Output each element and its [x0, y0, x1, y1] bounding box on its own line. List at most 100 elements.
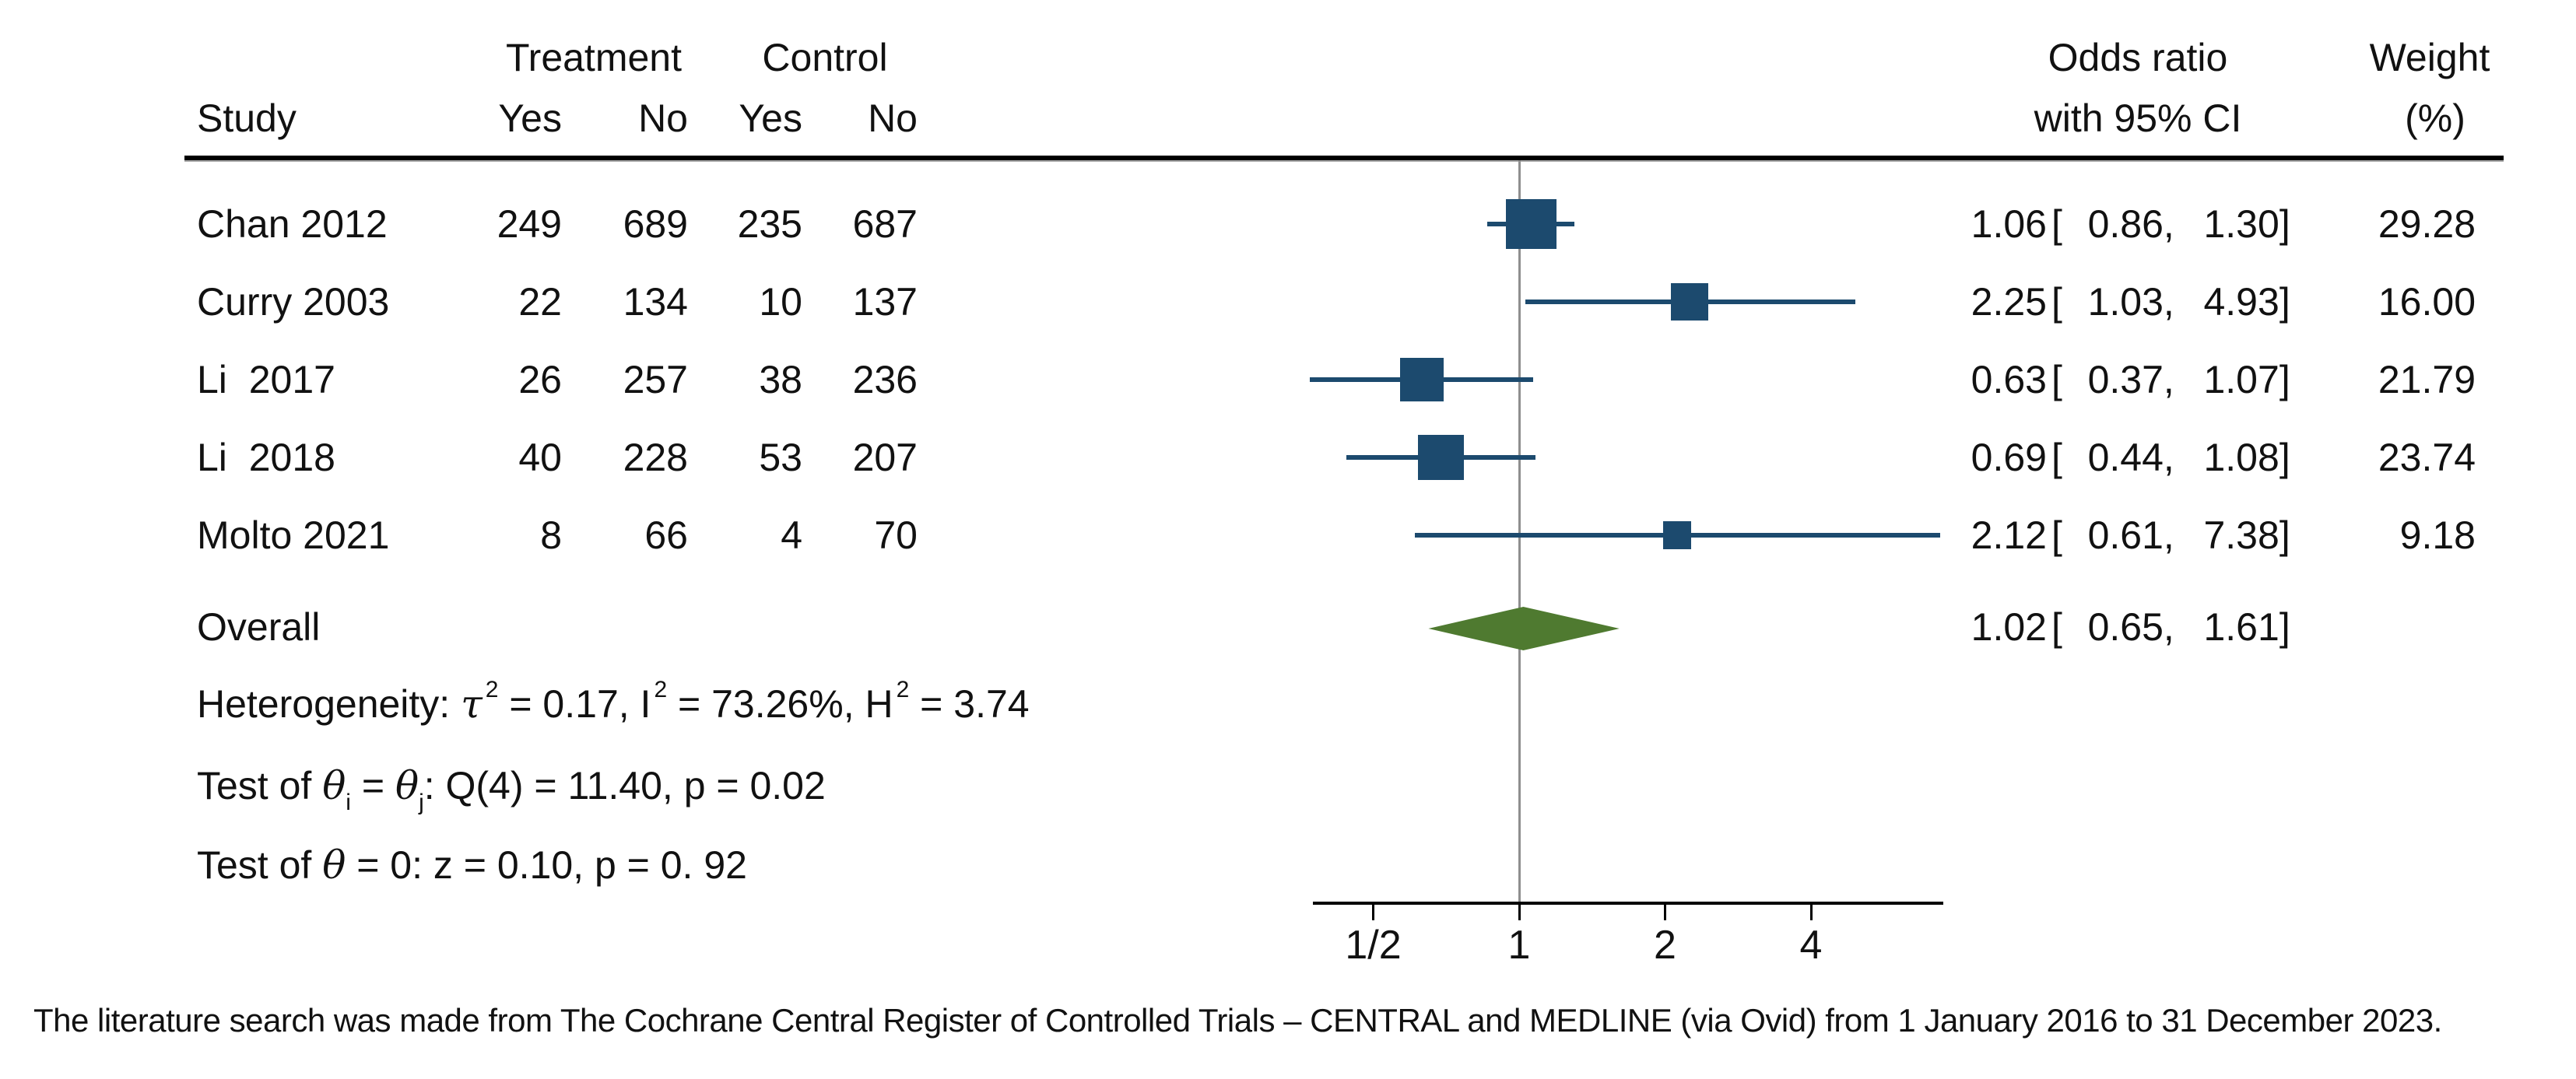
bracket-close: ] [2279, 436, 2290, 479]
odds-ratio-ci-text: 2.12[0.61, 7.38] [1969, 496, 2335, 574]
column-header-treatment: Treatment [505, 36, 682, 79]
control-no-count: 137 [852, 280, 918, 324]
ci-low: 0.86 [2087, 202, 2164, 246]
column-header-odds-ratio: Odds ratio [2048, 36, 2228, 79]
bracket-close: ] [2279, 202, 2290, 246]
ci-high: 1.08 [2203, 436, 2279, 479]
control-yes-count: 53 [759, 436, 802, 479]
tau-symbol: τ [461, 681, 483, 727]
or-estimate: 2.25 [1971, 280, 2047, 324]
table-header-row-2: Study Yes No Yes No with 95% CI (%) [0, 87, 2576, 149]
or-estimate: 1.02 [1971, 605, 2047, 649]
odds-ratio-ci-text: 0.63[0.37, 1.07] [1969, 341, 2335, 419]
overall-odds-ratio-ci-text: 1.02[0.65, 1.61] [1969, 588, 2335, 666]
bracket-open: [ [2051, 358, 2062, 401]
superscript-2: 2 [485, 677, 499, 702]
ci-low: 0.61 [2087, 513, 2164, 557]
control-yes-count: 38 [759, 358, 802, 401]
weight-value: 23.74 [2378, 436, 2476, 479]
treatment-yes-count: 40 [518, 436, 562, 479]
table-header-row-1: Treatment Control Odds ratio Weight [0, 26, 2576, 89]
comma: , [2163, 605, 2174, 649]
test-between-line: Test of θi = θj: Q(4) = 11.40, p = 0.02 [197, 747, 826, 825]
study-name: Chan 2012 [197, 202, 388, 246]
treatment-yes-count: 249 [497, 202, 562, 246]
column-header-study: Study [197, 96, 297, 140]
bracket-open: [ [2051, 202, 2062, 246]
x-tick-label: 4 [1799, 923, 1823, 968]
or-estimate: 0.63 [1971, 358, 2047, 401]
control-yes-count: 10 [759, 280, 802, 324]
z-test-value: = 0: z = 0.10, p = 0. 92 [346, 843, 747, 887]
bracket-open: [ [2051, 436, 2062, 479]
bracket-close: ] [2279, 605, 2290, 649]
overall-label: Overall [197, 605, 321, 649]
treatment-no-count: 66 [644, 513, 688, 557]
or-estimate: 1.06 [1971, 202, 2047, 246]
ci-high: 7.38 [2203, 513, 2279, 557]
column-header-weight: Weight [2369, 36, 2490, 79]
q-test-value: : Q(4) = 11.40, p = 0.02 [423, 764, 826, 807]
bracket-open: [ [2051, 605, 2062, 649]
x-tick-label: 1 [1507, 923, 1531, 968]
table-row: Curry 2003 22 134 10 137 2.25[1.03, 4.93]… [0, 263, 2576, 341]
comma: , [2163, 436, 2174, 479]
column-header-control-no: No [868, 96, 918, 140]
equals: = [350, 764, 395, 807]
study-name: Molto 2021 [197, 513, 390, 557]
control-yes-count: 4 [781, 513, 802, 557]
effect-square [1400, 357, 1444, 401]
superscript-2: 2 [896, 677, 910, 702]
theta-symbol: θ [322, 763, 346, 808]
control-no-count: 70 [874, 513, 918, 557]
x-tick-label: 2 [1654, 923, 1676, 968]
ci-low: 0.44 [2087, 436, 2164, 479]
ci-low: 0.37 [2087, 358, 2164, 401]
column-header-ci: with 95% CI [2034, 96, 2242, 140]
test-overall-line: Test of θ = 0: z = 0.10, p = 0. 92 [197, 826, 747, 904]
subscript-i: i [346, 790, 351, 815]
odds-ratio-ci-text: 2.25[1.03, 4.93] [1969, 263, 2335, 341]
i2-value: = 73.26%, H [667, 682, 893, 726]
comma: , [2163, 513, 2174, 557]
control-no-count: 687 [852, 202, 918, 246]
table-row: Molto 2021 8 66 4 70 2.12[0.61, 7.38] 9.1… [0, 496, 2576, 574]
ci-low: 1.03 [2087, 280, 2164, 324]
weight-value: 16.00 [2378, 280, 2476, 324]
x-axis-tick [1518, 902, 1521, 920]
bracket-open: [ [2051, 280, 2062, 324]
weight-value: 21.79 [2378, 358, 2476, 401]
study-name: Li 2018 [197, 436, 335, 479]
tau2-value: = 0.17, I [498, 682, 651, 726]
superscript-2: 2 [654, 677, 668, 702]
effect-square [1506, 198, 1557, 250]
treatment-yes-count: 8 [540, 513, 562, 557]
theta-symbol: θ [395, 763, 419, 808]
subscript-j: j [419, 790, 424, 815]
ci-high: 1.30 [2203, 202, 2279, 246]
effect-square [1663, 520, 1692, 550]
column-header-treatment-yes: Yes [498, 96, 562, 140]
treatment-no-count: 257 [623, 358, 688, 401]
odds-ratio-ci-text: 0.69[0.44, 1.08] [1969, 419, 2335, 496]
bracket-close: ] [2279, 513, 2290, 557]
comma: , [2163, 280, 2174, 324]
treatment-no-count: 228 [623, 436, 688, 479]
bracket-close: ] [2279, 358, 2290, 401]
column-header-control: Control [762, 36, 888, 79]
comma: , [2163, 358, 2174, 401]
or-estimate: 0.69 [1971, 436, 2047, 479]
study-name: Curry 2003 [197, 280, 390, 324]
bracket-open: [ [2051, 513, 2062, 557]
column-header-weight-pct: (%) [2405, 96, 2465, 140]
column-header-control-yes: Yes [739, 96, 802, 140]
x-tick-label: 1/2 [1345, 923, 1402, 968]
ci-high: 1.61 [2203, 605, 2279, 649]
x-axis-tick [1372, 902, 1374, 920]
ci-high: 1.07 [2203, 358, 2279, 401]
table-row: Li 2017 26 257 38 236 0.63[0.37, 1.07] 21… [0, 341, 2576, 419]
reference-line [1518, 160, 1521, 902]
